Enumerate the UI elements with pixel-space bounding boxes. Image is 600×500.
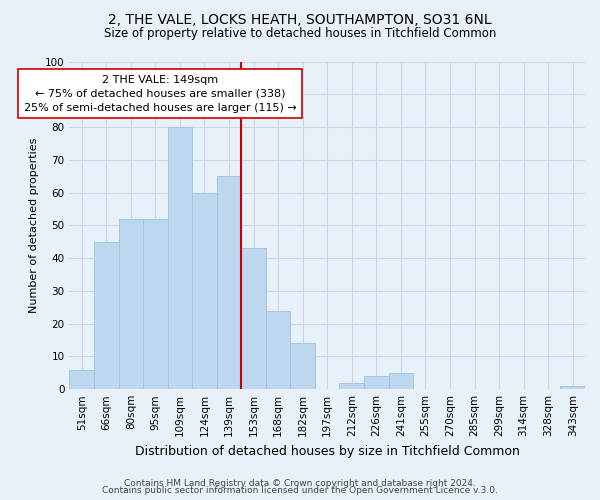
Bar [290,344,315,389]
Bar [340,382,364,389]
Bar [241,248,266,389]
Text: 2 THE VALE: 149sqm
← 75% of detached houses are smaller (338)
25% of semi-detach: 2 THE VALE: 149sqm ← 75% of detached hou… [24,74,296,112]
Y-axis label: Number of detached properties: Number of detached properties [29,138,40,313]
Text: Contains HM Land Registry data © Crown copyright and database right 2024.: Contains HM Land Registry data © Crown c… [124,478,476,488]
X-axis label: Distribution of detached houses by size in Titchfield Common: Distribution of detached houses by size … [135,444,520,458]
Text: Size of property relative to detached houses in Titchfield Common: Size of property relative to detached ho… [104,28,496,40]
Bar [266,310,290,389]
Text: 2, THE VALE, LOCKS HEATH, SOUTHAMPTON, SO31 6NL: 2, THE VALE, LOCKS HEATH, SOUTHAMPTON, S… [108,12,492,26]
Bar [143,219,167,389]
Text: Contains public sector information licensed under the Open Government Licence v.: Contains public sector information licen… [102,486,498,495]
Bar [70,370,94,389]
Bar [217,176,241,389]
Bar [389,373,413,389]
Bar [364,376,389,389]
Bar [192,192,217,389]
Bar [560,386,585,389]
Bar [94,242,119,389]
Bar [167,127,192,389]
Bar [119,219,143,389]
